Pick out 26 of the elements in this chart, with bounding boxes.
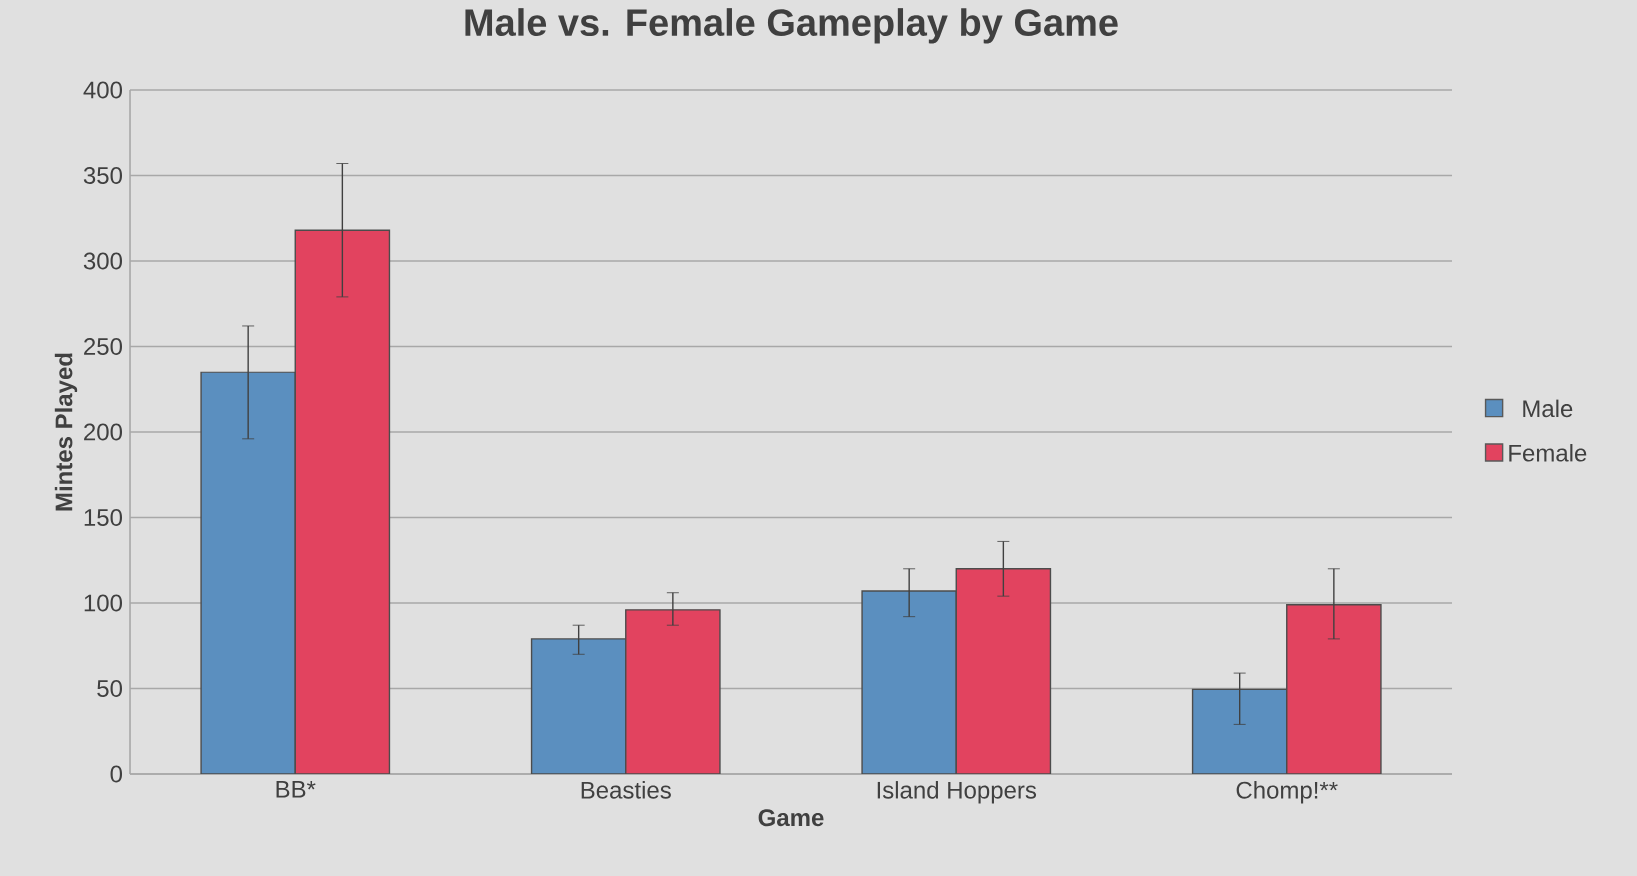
- bar: [200, 371, 296, 774]
- chart-title: Male vs. Female Gameplay by Game: [465, 8, 1118, 44]
- y-tick-label: 300: [83, 252, 123, 270]
- y-tick-label: 400: [83, 81, 123, 99]
- x-axis-title: Game: [758, 809, 824, 827]
- bar: [1191, 688, 1288, 774]
- bar: [530, 638, 627, 774]
- y-tick-label: 50: [97, 680, 123, 697]
- bar: [294, 229, 391, 774]
- legend-label: Female: [1509, 444, 1587, 462]
- x-tick-label: Beasties: [581, 781, 671, 799]
- x-tick-label: BB*: [276, 781, 316, 798]
- y-tick-label: 0: [110, 765, 123, 783]
- bar: [1286, 603, 1382, 774]
- bar: [955, 568, 1052, 774]
- y-axis-title: Mintes Played: [54, 353, 78, 511]
- y-tick-label: 200: [84, 423, 123, 441]
- y-tick-label: 100: [84, 594, 123, 612]
- bar: [861, 590, 957, 774]
- bar: [625, 609, 721, 774]
- y-tick-label: 150: [84, 509, 123, 526]
- y-tick-label: 350: [83, 167, 123, 184]
- x-tick-label: Island Hoppers: [877, 781, 1037, 804]
- y-tick-label: 250: [84, 338, 123, 355]
- x-tick-label: Chomp!**: [1236, 781, 1338, 804]
- legend-label: Male: [1523, 399, 1573, 418]
